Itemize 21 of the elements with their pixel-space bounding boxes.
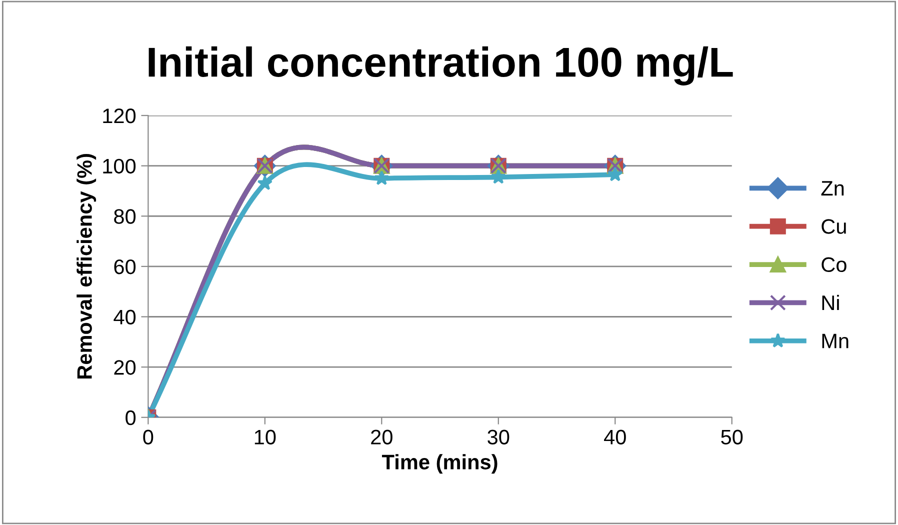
x-tick-label: 0 (143, 430, 154, 444)
y-axis-title: Removal efficiency (%) (76, 154, 96, 378)
legend-label: Mn (822, 334, 848, 348)
x-tick-label: 40 (604, 430, 626, 444)
legend-label: Ni (822, 294, 839, 310)
x-tick-label: 50 (721, 430, 743, 444)
y-tick-label: 40 (114, 310, 136, 325)
chart-title: Initial concentration 100 mg/L (148, 46, 733, 86)
x-tick-label: 30 (488, 430, 510, 444)
y-tick-label: 20 (114, 360, 136, 375)
y-tick-label: 120 (103, 108, 136, 124)
legend-label: Co (822, 257, 846, 272)
y-tick-label: 60 (114, 259, 136, 274)
y-tick-label: 100 (103, 158, 136, 174)
x-axis-title: Time (mins) (382, 454, 498, 474)
x-tick-label: 10 (254, 430, 276, 444)
x-tick-label: 20 (371, 430, 392, 444)
legend-label: Zn (821, 181, 844, 196)
legend-label: Cu (822, 219, 846, 234)
y-tick-label: 80 (114, 209, 136, 224)
y-tick-label: 0 (126, 410, 136, 426)
